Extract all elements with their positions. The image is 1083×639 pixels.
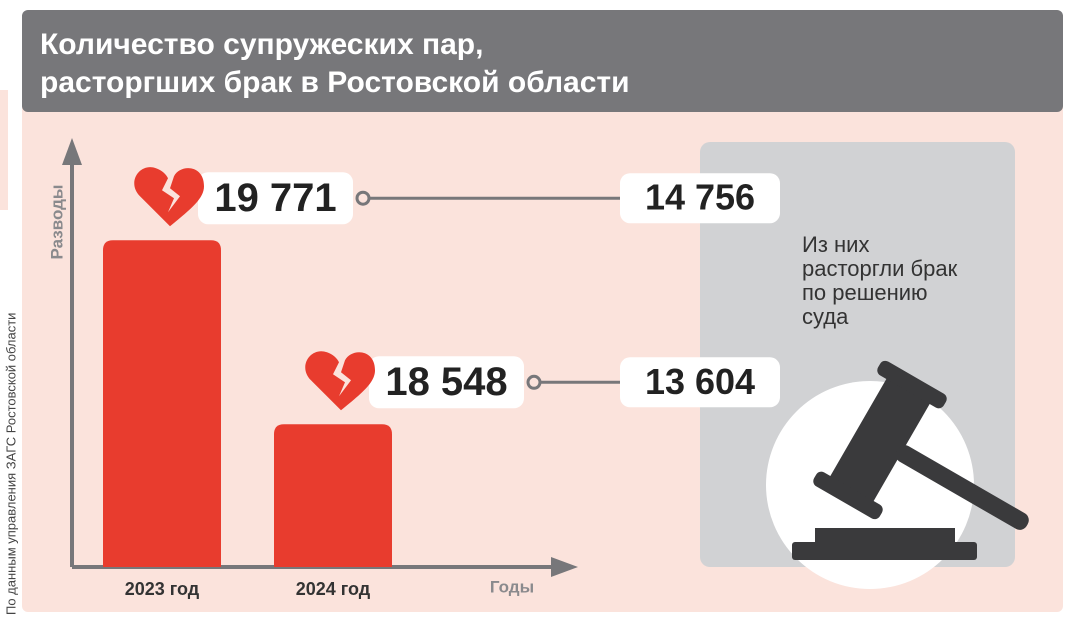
broken-heart-icon xyxy=(305,351,375,411)
bar xyxy=(103,240,221,567)
edge-strip xyxy=(0,90,8,210)
y-axis-label: Разводы xyxy=(47,185,66,260)
note-line: Из них xyxy=(802,232,869,257)
gavel-icon xyxy=(792,360,1029,560)
header xyxy=(22,10,1063,112)
value-box xyxy=(198,172,353,225)
y-arrow xyxy=(62,138,82,165)
note-line: суда xyxy=(802,304,849,329)
value-label: 19 771 xyxy=(214,176,336,220)
court-value-label: 14 756 xyxy=(645,177,755,218)
bar xyxy=(274,424,392,567)
source: По данным управления ЗАГС Ростовской обл… xyxy=(3,313,18,615)
broken-heart-icon xyxy=(134,167,204,227)
court-value-box xyxy=(620,357,780,408)
court-value-label: 13 604 xyxy=(645,361,755,402)
value-label: 18 548 xyxy=(385,360,507,404)
x-axis-label: Годы xyxy=(490,577,534,596)
value-box xyxy=(369,356,524,409)
connector-dot xyxy=(526,374,542,390)
note-line: по решению xyxy=(802,280,928,305)
title-line: Количество супружеских пар, xyxy=(40,28,483,61)
x-tick-label: 2024 год xyxy=(296,579,371,599)
x-tick-label: 2023 год xyxy=(125,579,200,599)
title-line: расторгших брак в Ростовской области xyxy=(40,66,630,99)
court-value-box xyxy=(620,173,780,224)
connector-dot xyxy=(355,190,371,206)
note-line: расторгли брак xyxy=(802,256,958,281)
x-arrow xyxy=(551,557,578,577)
